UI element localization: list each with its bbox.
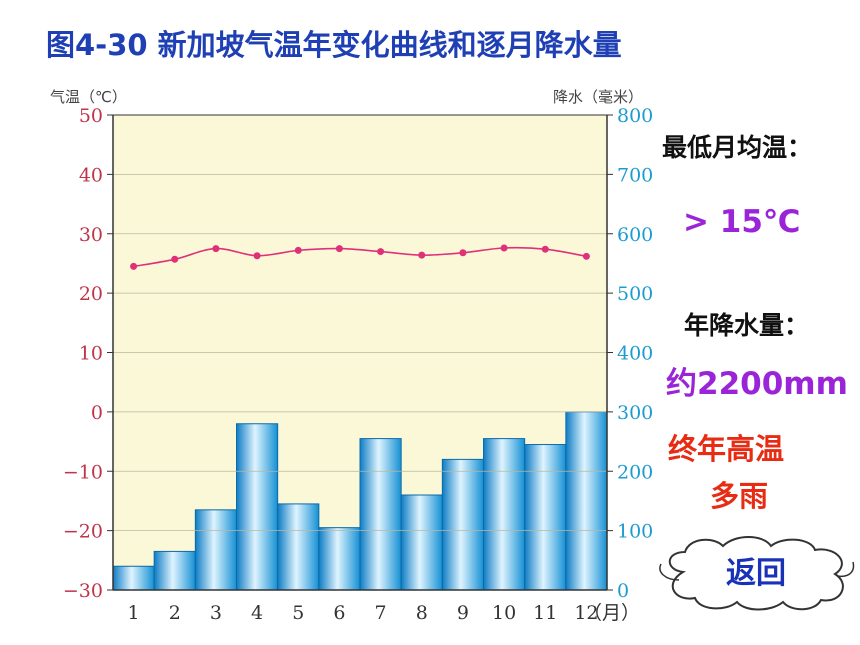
temperature-points — [130, 244, 590, 270]
min-temp-value: > 15℃ — [683, 204, 801, 240]
temp-point-6 — [335, 245, 343, 253]
precip-bar-6 — [318, 527, 361, 591]
right-tick-label: 800 — [617, 105, 653, 127]
x-tick-label: 4 — [251, 602, 263, 624]
precip-bar-8 — [400, 494, 443, 591]
left-tick-label: 20 — [79, 283, 103, 305]
temp-point-5 — [294, 246, 302, 254]
temp-point-3 — [212, 245, 220, 253]
temp-point-10 — [500, 244, 508, 252]
left-tick-label: 10 — [79, 343, 103, 365]
left-tick-label: 40 — [79, 164, 103, 186]
climate-line-2: 多雨 — [710, 479, 769, 513]
x-tick-label: 9 — [457, 602, 469, 624]
left-tick-label: −20 — [63, 521, 103, 543]
left-axis-label: 气温（℃） — [50, 88, 127, 106]
back-button-label: 返回 — [726, 556, 786, 591]
temp-point-4 — [253, 252, 261, 260]
left-tick-label: 50 — [79, 105, 103, 127]
right-tick-label: 700 — [617, 164, 653, 186]
right-tick-label: 200 — [617, 461, 653, 483]
precip-bar-3 — [194, 509, 237, 591]
right-tick-label: 400 — [617, 343, 653, 365]
right-tick-label: 600 — [617, 224, 653, 246]
left-tick-label: 30 — [79, 224, 103, 246]
precip-bar-7 — [359, 438, 402, 591]
x-tick-label: 5 — [292, 602, 304, 624]
precip-bar-4 — [236, 423, 279, 591]
right-tick-label: 500 — [617, 283, 653, 305]
right-axis-ticks: 800 700 600 500 400 300 200 100 0 — [607, 105, 653, 602]
temp-point-1 — [130, 262, 138, 270]
precip-bar-10 — [483, 438, 526, 591]
right-tick-label: 100 — [617, 521, 653, 543]
precip-bar-1 — [112, 565, 155, 591]
precip-bar-12 — [565, 411, 608, 591]
x-tick-label: 3 — [210, 602, 222, 624]
x-tick-label: 2 — [169, 602, 181, 624]
page-title: 图4-30 新加坡气温年变化曲线和逐月降水量 — [46, 28, 622, 62]
back-button[interactable]: 返回 — [655, 534, 857, 612]
temp-point-2 — [171, 255, 179, 263]
x-tick-label: 12 — [574, 602, 598, 624]
min-temp-label: 最低月均温： — [662, 133, 813, 162]
climate-line-1: 终年高温 — [668, 432, 785, 466]
x-tick-label: 6 — [333, 602, 345, 624]
left-tick-label: −30 — [63, 580, 103, 602]
temp-point-7 — [377, 248, 385, 256]
temp-point-9 — [459, 249, 467, 257]
x-axis-ticks: 1 2 3 4 5 6 7 8 9 10 11 12 — [128, 602, 599, 624]
precip-bar-9 — [441, 458, 485, 591]
annual-precip-label: 年降水量： — [684, 311, 810, 340]
x-tick-label: 11 — [533, 602, 557, 624]
cloud-shape — [659, 536, 855, 611]
temp-point-12 — [582, 252, 590, 260]
right-tick-label: 300 — [617, 402, 653, 424]
x-tick-label: 10 — [492, 602, 516, 624]
precip-bar-11 — [524, 444, 567, 591]
annual-precip-value: 约2200mm — [666, 366, 848, 402]
x-tick-label: 8 — [416, 602, 428, 624]
x-tick-label: 7 — [375, 602, 387, 624]
left-tick-label: 0 — [91, 402, 103, 424]
right-tick-label: 0 — [617, 580, 629, 602]
precipitation-bars — [112, 411, 608, 591]
temp-point-11 — [541, 245, 549, 253]
x-tick-label: 1 — [128, 602, 140, 624]
x-axis-label: （月） — [583, 602, 640, 624]
precip-bar-2 — [153, 550, 196, 591]
temp-point-8 — [418, 251, 426, 259]
right-axis-label: 降水（毫米） — [553, 88, 643, 106]
left-axis-ticks: 50 40 30 20 10 0 −10 −20 −30 — [63, 105, 113, 602]
precip-bar-5 — [277, 503, 320, 591]
left-tick-label: −10 — [63, 461, 103, 483]
